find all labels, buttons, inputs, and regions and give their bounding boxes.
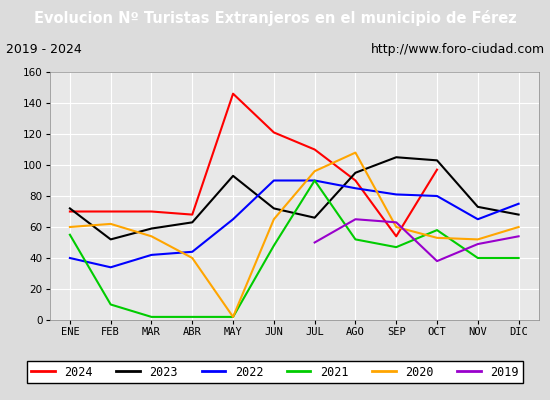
- Legend: 2024, 2023, 2022, 2021, 2020, 2019: 2024, 2023, 2022, 2021, 2020, 2019: [26, 361, 524, 383]
- Text: 2019 - 2024: 2019 - 2024: [6, 44, 81, 56]
- Text: http://www.foro-ciudad.com: http://www.foro-ciudad.com: [370, 44, 544, 56]
- Text: Evolucion Nº Turistas Extranjeros en el municipio de Férez: Evolucion Nº Turistas Extranjeros en el …: [34, 10, 516, 26]
